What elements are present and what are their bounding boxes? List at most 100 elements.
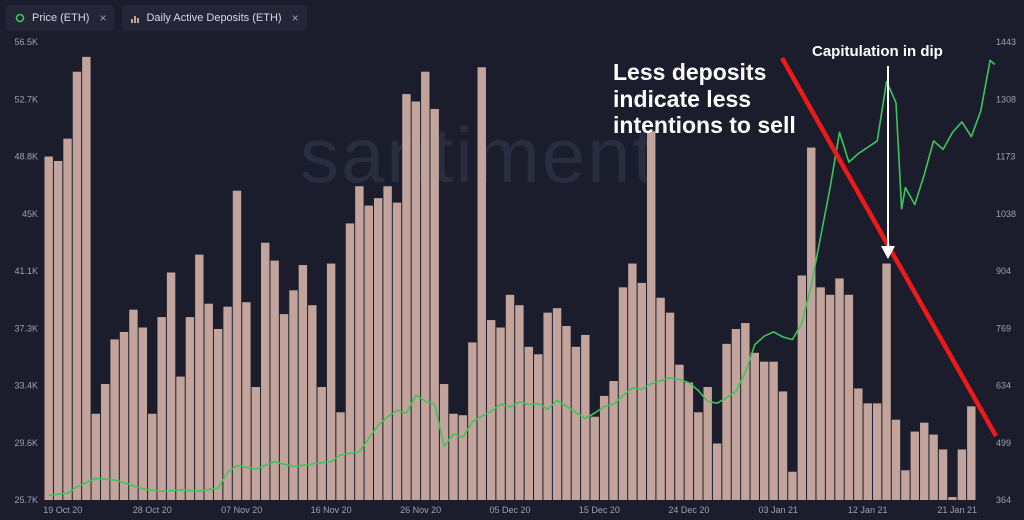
deposit-bar: [373, 198, 383, 500]
deposit-bar: [383, 186, 392, 501]
y-left-tick-label: 41.1K: [14, 266, 38, 276]
y-right-tick-label: 1038: [996, 209, 1016, 219]
dip-arrow-head: [881, 246, 895, 259]
deposit-bar: [496, 327, 505, 500]
deposit-bar: [355, 186, 364, 501]
deposit-bar: [581, 334, 590, 500]
deposit-bar: [863, 403, 872, 500]
deposit-bar: [486, 320, 496, 500]
y-left-tick-label: 48.8K: [14, 152, 38, 162]
bar-series-icon: [131, 16, 140, 23]
y-left-tick-label: 29.6K: [14, 438, 38, 448]
deposit-bar: [712, 443, 722, 500]
line-series-icon: [15, 13, 25, 23]
deposit-bar: [289, 290, 298, 500]
deposit-bar: [110, 339, 119, 500]
legend: Price (ETH) × Daily Active Deposits (ETH…: [6, 5, 307, 31]
watermark: santiment: [300, 111, 656, 199]
deposit-bar: [166, 272, 176, 500]
deposit-bar: [825, 294, 835, 500]
y-right-tick-label: 499: [996, 438, 1011, 448]
price-line-group: [48, 59, 996, 497]
y-left-tick-label: 25.7K: [14, 495, 38, 505]
y-right-tick-label: 364: [996, 495, 1011, 505]
y-right-tick-label: 1308: [996, 94, 1016, 104]
deposit-bar: [816, 287, 825, 500]
deposit-bar: [213, 328, 223, 500]
annotation-line-1: Less deposits: [613, 59, 766, 85]
annotation-line-3: intentions to sell: [613, 112, 796, 138]
deposit-bar: [543, 312, 552, 500]
x-tick-label: 16 Nov 20: [311, 505, 352, 515]
deposit-bar: [948, 497, 957, 500]
deposit-bar: [232, 190, 242, 500]
deposit-bar: [609, 381, 618, 500]
deposit-bar: [807, 147, 816, 500]
deposit-bar: [628, 263, 637, 500]
deposit-bar: [82, 56, 91, 501]
deposit-bar: [364, 205, 373, 500]
deposit-bar: [797, 275, 807, 500]
y-left-tick-label: 45K: [22, 209, 38, 219]
legend-deposits-label: Daily Active Deposits (ETH): [146, 12, 282, 24]
legend-chip-deposits[interactable]: Daily Active Deposits (ETH) ×: [122, 5, 307, 31]
deposit-bar: [251, 386, 261, 500]
deposit-bar: [100, 384, 110, 500]
deposit-bar: [599, 395, 609, 500]
deposit-bar: [242, 302, 251, 500]
deposit-bar: [204, 303, 213, 500]
deposit-bar: [458, 415, 468, 500]
x-axis: 19 Oct 20 28 Oct 20 07 Nov 20 16 Nov 20 26 N…: [43, 505, 977, 515]
deposit-bar: [722, 343, 731, 500]
y-left-tick-label: 52.7K: [14, 94, 38, 104]
x-tick-label: 26 Nov 20: [400, 505, 441, 515]
deposit-bar: [967, 406, 976, 500]
deposit-bar: [910, 431, 920, 500]
deposit-bar: [637, 282, 646, 500]
deposits-bars: [44, 56, 976, 501]
remove-price-icon[interactable]: ×: [99, 11, 107, 25]
deposit-bar: [63, 138, 72, 500]
deposit-bar: [571, 346, 581, 500]
deposit-bar: [402, 94, 411, 501]
deposit-bar: [119, 331, 129, 500]
deposit-bar: [392, 202, 402, 500]
right-axis: 1443 1308 1173 1038 904 769 634 499 364: [996, 37, 1016, 505]
legend-chip-price[interactable]: Price (ETH) ×: [6, 5, 115, 31]
deposit-bar: [684, 382, 694, 500]
deposit-bar: [854, 388, 863, 500]
legend-price-label: Price (ETH): [32, 12, 90, 24]
dip-label: Capitulation in dip: [812, 43, 943, 60]
deposit-bar: [53, 160, 63, 500]
remove-deposits-icon[interactable]: ×: [291, 11, 299, 25]
deposit-bar: [618, 287, 628, 500]
y-left-tick-label: 33.4K: [14, 381, 38, 391]
deposit-bar: [769, 361, 778, 500]
deposit-bar: [505, 294, 515, 500]
deposit-bar: [835, 278, 844, 500]
x-tick-label: 21 Jan 21: [937, 505, 977, 515]
deposit-bar: [938, 449, 948, 500]
deposit-bar: [759, 361, 769, 500]
deposit-bar: [129, 309, 138, 500]
deposit-bar: [261, 242, 270, 500]
deposit-bar: [901, 470, 910, 500]
deposit-bar: [656, 297, 665, 500]
deposit-bar: [731, 328, 741, 500]
deposit-bar: [449, 413, 458, 500]
y-right-tick-label: 634: [996, 381, 1011, 391]
deposit-bar: [138, 327, 148, 500]
deposit-bar: [185, 317, 195, 500]
deposit-bar: [750, 352, 759, 500]
deposit-bar: [157, 317, 166, 500]
deposit-bar: [279, 314, 289, 500]
annotations: Capitulation in dip Less deposits indica…: [613, 43, 998, 438]
deposit-bar: [223, 306, 232, 500]
annotation-line-2: indicate less: [613, 86, 751, 112]
deposit-bar: [844, 294, 854, 500]
y-right-tick-label: 769: [996, 323, 1011, 333]
deposit-bar: [788, 471, 797, 500]
deposit-bar: [308, 305, 317, 500]
deposit-bar: [477, 67, 486, 500]
